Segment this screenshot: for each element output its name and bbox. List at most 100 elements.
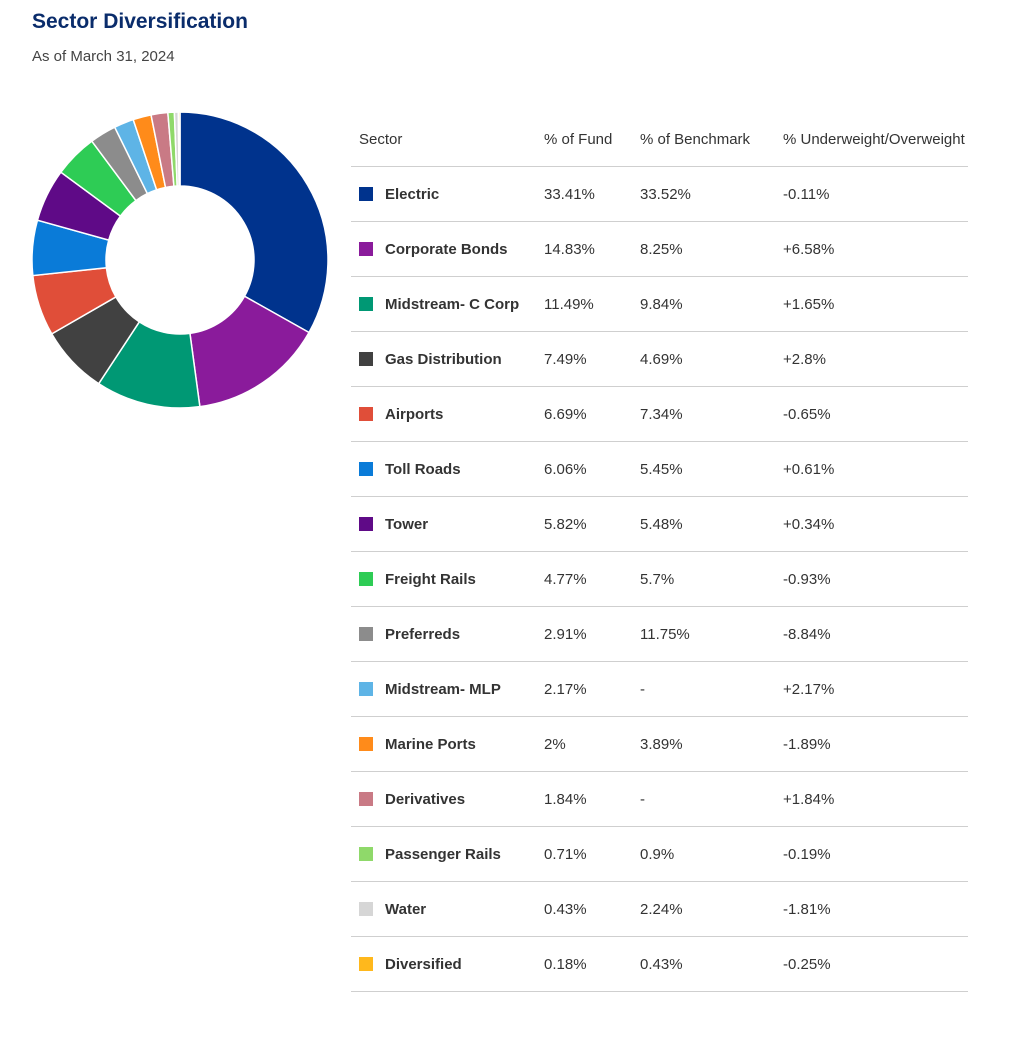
sector-cell: Derivatives: [351, 771, 536, 827]
table-row: Diversified 0.18% 0.43% -0.25%: [351, 936, 968, 992]
table-row: Marine Ports 2% 3.89% -1.89%: [351, 716, 968, 772]
weight-difference-cell: +1.65%: [775, 276, 968, 332]
legend-swatch: [359, 572, 373, 586]
table-row: Derivatives 1.84% - +1.84%: [351, 771, 968, 827]
weight-difference-cell: +6.58%: [775, 221, 968, 277]
sector-cell: Toll Roads: [351, 441, 536, 497]
benchmark-percent-cell: 2.24%: [632, 881, 775, 937]
sector-name: Passenger Rails: [385, 845, 501, 863]
sector-name: Diversified: [385, 955, 462, 973]
table-row: Airports 6.69% 7.34% -0.65%: [351, 386, 968, 442]
legend-swatch: [359, 517, 373, 531]
fund-percent-cell: 14.83%: [536, 221, 632, 277]
table-row: Freight Rails 4.77% 5.7% -0.93%: [351, 551, 968, 607]
fund-percent-cell: 33.41%: [536, 166, 632, 222]
table-row: Gas Distribution 7.49% 4.69% +2.8%: [351, 331, 968, 387]
sector-name: Water: [385, 900, 427, 918]
as-of-date: As of March 31, 2024: [32, 48, 175, 65]
sector-cell: Electric: [351, 166, 536, 222]
sector-name: Toll Roads: [385, 460, 461, 478]
sector-name: Preferreds: [385, 625, 461, 643]
sector-cell: Marine Ports: [351, 716, 536, 772]
sector-cell: Diversified: [351, 936, 536, 992]
legend-swatch: [359, 297, 373, 311]
sector-cell: Midstream- MLP: [351, 661, 536, 717]
table-row: Toll Roads 6.06% 5.45% +0.61%: [351, 441, 968, 497]
sector-donut-chart: [31, 111, 329, 409]
fund-percent-cell: 0.71%: [536, 826, 632, 882]
benchmark-percent-cell: 33.52%: [632, 166, 775, 222]
benchmark-percent-cell: 5.48%: [632, 496, 775, 552]
weight-difference-cell: -0.11%: [775, 166, 968, 222]
weight-difference-cell: -0.93%: [775, 551, 968, 607]
sector-table: Sector % of Fund % of Benchmark % Underw…: [351, 112, 968, 992]
header-benchmark: % of Benchmark: [632, 112, 775, 167]
legend-swatch: [359, 462, 373, 476]
table-row: Midstream- C Corp 11.49% 9.84% +1.65%: [351, 276, 968, 332]
benchmark-percent-cell: 0.9%: [632, 826, 775, 882]
benchmark-percent-cell: 5.45%: [632, 441, 775, 497]
benchmark-percent-cell: 9.84%: [632, 276, 775, 332]
sector-cell: Preferreds: [351, 606, 536, 662]
legend-swatch: [359, 187, 373, 201]
benchmark-percent-cell: 7.34%: [632, 386, 775, 442]
sector-cell: Midstream- C Corp: [351, 276, 536, 332]
table-row: Preferreds 2.91% 11.75% -8.84%: [351, 606, 968, 662]
fund-percent-cell: 4.77%: [536, 551, 632, 607]
legend-swatch: [359, 242, 373, 256]
benchmark-percent-cell: 4.69%: [632, 331, 775, 387]
table-row: Water 0.43% 2.24% -1.81%: [351, 881, 968, 937]
legend-swatch: [359, 352, 373, 366]
weight-difference-cell: -8.84%: [775, 606, 968, 662]
weight-difference-cell: +0.34%: [775, 496, 968, 552]
benchmark-percent-cell: -: [632, 771, 775, 827]
benchmark-percent-cell: 0.43%: [632, 936, 775, 992]
header-fund: % of Fund: [536, 112, 632, 167]
sector-name: Electric: [385, 185, 440, 203]
legend-swatch: [359, 407, 373, 421]
benchmark-percent-cell: 3.89%: [632, 716, 775, 772]
fund-percent-cell: 2%: [536, 716, 632, 772]
fund-percent-cell: 2.17%: [536, 661, 632, 717]
weight-difference-cell: +0.61%: [775, 441, 968, 497]
benchmark-percent-cell: -: [632, 661, 775, 717]
fund-percent-cell: 0.18%: [536, 936, 632, 992]
legend-swatch: [359, 737, 373, 751]
table-row: Electric 33.41% 33.52% -0.11%: [351, 166, 968, 222]
sector-cell: Gas Distribution: [351, 331, 536, 387]
table-row: Corporate Bonds 14.83% 8.25% +6.58%: [351, 221, 968, 277]
sector-cell: Freight Rails: [351, 551, 536, 607]
table-header-row: Sector % of Fund % of Benchmark % Underw…: [351, 112, 968, 167]
fund-percent-cell: 7.49%: [536, 331, 632, 387]
sector-name: Freight Rails: [385, 570, 476, 588]
sector-name: Corporate Bonds: [385, 240, 508, 258]
page-title: Sector Diversification: [32, 10, 248, 33]
table-row: Midstream- MLP 2.17% - +2.17%: [351, 661, 968, 717]
weight-difference-cell: +2.17%: [775, 661, 968, 717]
weight-difference-cell: -0.19%: [775, 826, 968, 882]
fund-percent-cell: 5.82%: [536, 496, 632, 552]
fund-percent-cell: 2.91%: [536, 606, 632, 662]
fund-percent-cell: 6.69%: [536, 386, 632, 442]
legend-swatch: [359, 682, 373, 696]
benchmark-percent-cell: 11.75%: [632, 606, 775, 662]
sector-cell: Corporate Bonds: [351, 221, 536, 277]
table-row: Tower 5.82% 5.48% +0.34%: [351, 496, 968, 552]
weight-difference-cell: -1.81%: [775, 881, 968, 937]
legend-swatch: [359, 957, 373, 971]
sector-name: Gas Distribution: [385, 350, 502, 368]
legend-swatch: [359, 902, 373, 916]
sector-cell: Airports: [351, 386, 536, 442]
table-row: Passenger Rails 0.71% 0.9% -0.19%: [351, 826, 968, 882]
legend-swatch: [359, 627, 373, 641]
weight-difference-cell: +2.8%: [775, 331, 968, 387]
sector-cell: Passenger Rails: [351, 826, 536, 882]
sector-cell: Water: [351, 881, 536, 937]
weight-difference-cell: -0.65%: [775, 386, 968, 442]
sector-name: Marine Ports: [385, 735, 476, 753]
sector-name: Derivatives: [385, 790, 466, 808]
fund-percent-cell: 1.84%: [536, 771, 632, 827]
header-sector: Sector: [351, 112, 536, 167]
weight-difference-cell: +1.84%: [775, 771, 968, 827]
legend-swatch: [359, 847, 373, 861]
